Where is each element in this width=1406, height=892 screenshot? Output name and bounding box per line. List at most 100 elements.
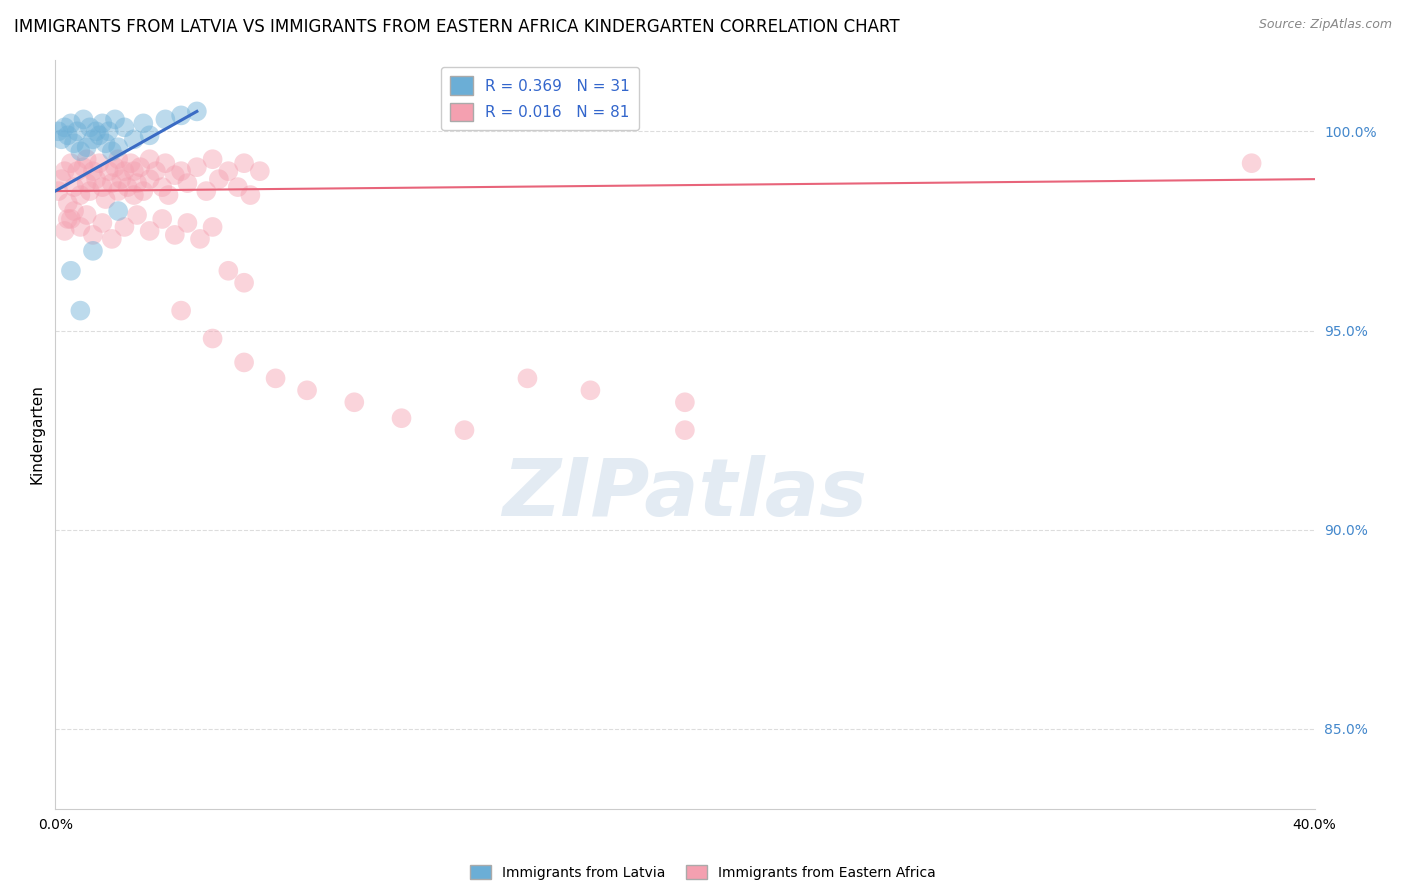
Legend: R = 0.369   N = 31, R = 0.016   N = 81: R = 0.369 N = 31, R = 0.016 N = 81 bbox=[440, 67, 638, 130]
Point bbox=[170, 303, 193, 318]
Point bbox=[195, 184, 218, 198]
Text: IMMIGRANTS FROM LATVIA VS IMMIGRANTS FROM EASTERN AFRICA KINDERGARTEN CORRELATIO: IMMIGRANTS FROM LATVIA VS IMMIGRANTS FRO… bbox=[14, 18, 900, 36]
Point bbox=[107, 184, 129, 198]
Point bbox=[101, 145, 124, 159]
Point bbox=[76, 208, 98, 222]
Point bbox=[516, 371, 538, 385]
Point bbox=[82, 164, 104, 178]
Point bbox=[201, 219, 224, 234]
Point bbox=[157, 188, 180, 202]
Point bbox=[69, 219, 91, 234]
Point bbox=[579, 384, 602, 398]
Point bbox=[233, 156, 256, 170]
Point bbox=[391, 411, 413, 425]
Point bbox=[76, 140, 98, 154]
Point bbox=[138, 152, 160, 166]
Point bbox=[89, 128, 111, 143]
Point bbox=[82, 227, 104, 242]
Point bbox=[53, 120, 76, 135]
Point bbox=[91, 180, 114, 194]
Point bbox=[453, 423, 475, 437]
Point bbox=[114, 120, 136, 135]
Text: Source: ZipAtlas.com: Source: ZipAtlas.com bbox=[1258, 18, 1392, 31]
Point bbox=[107, 204, 129, 219]
Point bbox=[129, 160, 152, 174]
Point bbox=[114, 219, 136, 234]
Point bbox=[104, 160, 127, 174]
Point bbox=[97, 164, 120, 178]
Point bbox=[107, 152, 129, 166]
Point bbox=[97, 124, 120, 138]
Point bbox=[208, 172, 231, 186]
Point bbox=[186, 104, 208, 119]
Point bbox=[122, 164, 145, 178]
Point bbox=[79, 120, 101, 135]
Point bbox=[46, 124, 69, 138]
Point bbox=[69, 303, 91, 318]
Point bbox=[51, 172, 73, 186]
Point bbox=[63, 204, 86, 219]
Point bbox=[138, 172, 160, 186]
Point bbox=[295, 384, 318, 398]
Point bbox=[122, 188, 145, 202]
Point bbox=[233, 355, 256, 369]
Point bbox=[138, 224, 160, 238]
Point bbox=[104, 112, 127, 127]
Point bbox=[673, 395, 696, 409]
Point bbox=[101, 232, 124, 246]
Point bbox=[76, 152, 98, 166]
Point bbox=[117, 180, 139, 194]
Point bbox=[56, 211, 79, 226]
Point bbox=[63, 136, 86, 151]
Point bbox=[145, 164, 167, 178]
Point bbox=[84, 172, 107, 186]
Point bbox=[186, 160, 208, 174]
Point bbox=[72, 160, 94, 174]
Point bbox=[264, 371, 287, 385]
Point bbox=[66, 164, 89, 178]
Point bbox=[59, 116, 82, 130]
Point bbox=[176, 216, 198, 230]
Point bbox=[138, 128, 160, 143]
Point bbox=[132, 184, 155, 198]
Point bbox=[94, 136, 117, 151]
Point bbox=[82, 132, 104, 146]
Point bbox=[122, 132, 145, 146]
Point bbox=[233, 276, 256, 290]
Point bbox=[59, 156, 82, 170]
Point bbox=[1240, 156, 1263, 170]
Point bbox=[170, 108, 193, 122]
Point bbox=[155, 112, 177, 127]
Point bbox=[150, 211, 173, 226]
Point bbox=[79, 184, 101, 198]
Point bbox=[76, 176, 98, 190]
Point bbox=[201, 152, 224, 166]
Point bbox=[226, 180, 249, 194]
Point bbox=[59, 211, 82, 226]
Point bbox=[101, 176, 124, 190]
Point bbox=[170, 164, 193, 178]
Point bbox=[53, 164, 76, 178]
Point bbox=[46, 184, 69, 198]
Point bbox=[59, 264, 82, 278]
Point bbox=[201, 331, 224, 345]
Point bbox=[69, 188, 91, 202]
Point bbox=[343, 395, 366, 409]
Point bbox=[56, 196, 79, 211]
Point bbox=[53, 224, 76, 238]
Point bbox=[120, 156, 142, 170]
Point bbox=[82, 244, 104, 258]
Point bbox=[84, 124, 107, 138]
Point bbox=[66, 124, 89, 138]
Point bbox=[91, 216, 114, 230]
Point bbox=[150, 180, 173, 194]
Point bbox=[94, 192, 117, 206]
Text: ZIPatlas: ZIPatlas bbox=[502, 455, 868, 533]
Point bbox=[69, 145, 91, 159]
Point bbox=[163, 168, 186, 182]
Point bbox=[249, 164, 271, 178]
Point bbox=[188, 232, 211, 246]
Point bbox=[176, 176, 198, 190]
Point bbox=[239, 188, 262, 202]
Point bbox=[89, 156, 111, 170]
